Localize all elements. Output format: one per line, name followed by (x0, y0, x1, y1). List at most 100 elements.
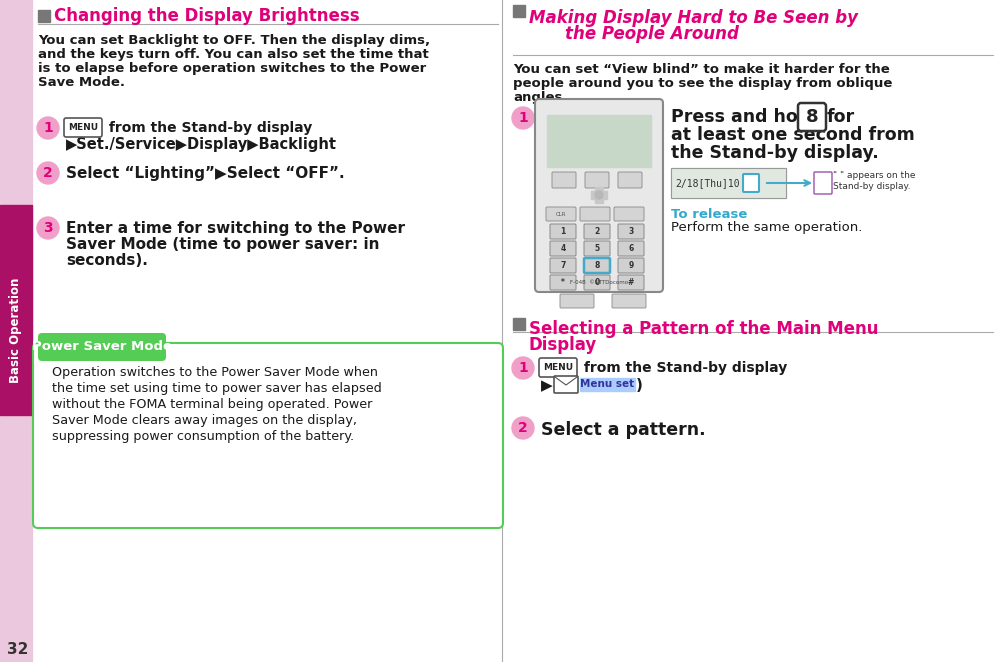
Text: " " appears on the: " " appears on the (833, 171, 916, 180)
Text: To release: To release (671, 208, 748, 221)
Text: at least one second from: at least one second from (671, 126, 915, 144)
Text: 2: 2 (594, 227, 600, 236)
FancyBboxPatch shape (580, 207, 610, 221)
FancyBboxPatch shape (618, 258, 644, 273)
FancyBboxPatch shape (550, 241, 576, 256)
Text: 3: 3 (43, 221, 53, 235)
FancyBboxPatch shape (38, 333, 166, 361)
Text: Making Display Hard to Be Seen by: Making Display Hard to Be Seen by (529, 9, 858, 27)
FancyBboxPatch shape (798, 103, 826, 131)
FancyBboxPatch shape (535, 99, 663, 292)
FancyBboxPatch shape (743, 174, 759, 192)
FancyBboxPatch shape (618, 224, 644, 239)
Text: without the FOMA terminal being operated. Power: without the FOMA terminal being operated… (52, 398, 373, 411)
Text: Press and hold: Press and hold (671, 108, 816, 126)
Text: Operation switches to the Power Saver Mode when: Operation switches to the Power Saver Mo… (52, 366, 378, 379)
Text: You can set “View blind” to make it harder for the: You can set “View blind” to make it hard… (513, 63, 889, 76)
Bar (671, 168, 786, 198)
Bar (595, 187, 603, 203)
Text: #: # (628, 278, 634, 287)
FancyBboxPatch shape (618, 172, 642, 188)
Text: suppressing power consumption of the battery.: suppressing power consumption of the bat… (52, 430, 354, 443)
Bar (513, 318, 525, 330)
FancyBboxPatch shape (552, 172, 576, 188)
Text: people around you to see the display from oblique: people around you to see the display fro… (513, 77, 892, 90)
FancyBboxPatch shape (584, 258, 610, 273)
FancyBboxPatch shape (584, 241, 610, 256)
Text: the Stand-by display.: the Stand-by display. (671, 144, 878, 162)
Text: Power Saver Mode: Power Saver Mode (32, 340, 172, 354)
FancyBboxPatch shape (550, 224, 576, 239)
FancyBboxPatch shape (554, 376, 578, 393)
FancyBboxPatch shape (814, 172, 832, 194)
Text: Saver Mode (time to power saver: in: Saver Mode (time to power saver: in (66, 237, 380, 252)
Text: 1: 1 (43, 121, 53, 135)
Text: ▶: ▶ (541, 378, 553, 393)
Text: 32: 32 (7, 643, 29, 657)
Text: 1: 1 (561, 227, 566, 236)
Text: Enter a time for switching to the Power: Enter a time for switching to the Power (66, 221, 405, 236)
FancyBboxPatch shape (585, 172, 609, 188)
Text: Save Mode.: Save Mode. (38, 76, 125, 89)
Circle shape (512, 417, 534, 439)
Text: 8: 8 (594, 261, 600, 270)
FancyBboxPatch shape (560, 294, 594, 308)
FancyBboxPatch shape (618, 241, 644, 256)
FancyBboxPatch shape (618, 275, 644, 290)
Text: Selecting a Pattern of the Main Menu: Selecting a Pattern of the Main Menu (529, 320, 878, 338)
Text: Perform the same operation.: Perform the same operation. (671, 221, 862, 234)
Text: seconds).: seconds). (66, 253, 148, 268)
Bar (513, 5, 525, 17)
Text: 1: 1 (519, 111, 528, 125)
FancyBboxPatch shape (614, 207, 644, 221)
Text: and the keys turn off. You can also set the time that: and the keys turn off. You can also set … (38, 48, 429, 61)
Text: from the Stand-by display: from the Stand-by display (104, 121, 313, 135)
FancyBboxPatch shape (33, 343, 502, 528)
Bar (547, 115, 651, 167)
Text: 4: 4 (561, 244, 566, 253)
Text: CLR: CLR (556, 211, 566, 216)
Text: MENU: MENU (543, 363, 573, 372)
Bar (0, 0, 32, 662)
FancyBboxPatch shape (550, 258, 576, 273)
FancyBboxPatch shape (550, 275, 576, 290)
Circle shape (512, 107, 534, 129)
Circle shape (595, 191, 603, 199)
Text: 1: 1 (519, 361, 528, 375)
Text: is to elapse before operation switches to the Power: is to elapse before operation switches t… (38, 62, 426, 75)
FancyBboxPatch shape (584, 275, 610, 290)
Circle shape (37, 162, 59, 184)
FancyBboxPatch shape (64, 118, 102, 137)
Text: Menu set: Menu set (580, 379, 634, 389)
Text: 0: 0 (594, 278, 600, 287)
Text: for: for (827, 108, 855, 126)
Text: angles.: angles. (513, 91, 568, 104)
Circle shape (512, 357, 534, 379)
Bar (580, 378, 635, 391)
Text: 7: 7 (561, 261, 566, 270)
Text: Stand-by display.: Stand-by display. (833, 182, 911, 191)
FancyBboxPatch shape (612, 294, 646, 308)
Text: Select “Lighting”▶Select “OFF”.: Select “Lighting”▶Select “OFF”. (66, 166, 345, 181)
Text: Basic Operation: Basic Operation (9, 277, 22, 383)
Text: from the Stand-by display: from the Stand-by display (579, 361, 787, 375)
Text: You can set Backlight to OFF. Then the display dims,: You can set Backlight to OFF. Then the d… (38, 34, 430, 47)
Text: ▶Set./Service▶Display▶Backlight: ▶Set./Service▶Display▶Backlight (66, 137, 337, 152)
Text: Select a pattern.: Select a pattern. (541, 421, 706, 439)
Text: the time set using time to power saver has elapsed: the time set using time to power saver h… (52, 382, 382, 395)
Circle shape (37, 117, 59, 139)
Text: Display: Display (529, 336, 597, 354)
Text: F-04B  ©NTTDocomo: F-04B ©NTTDocomo (570, 279, 628, 285)
Text: the People Around: the People Around (565, 25, 739, 43)
FancyBboxPatch shape (584, 224, 610, 239)
Text: 2/18[Thu]10:00: 2/18[Thu]10:00 (675, 178, 757, 188)
Text: ): ) (636, 378, 643, 393)
Text: *: * (561, 278, 565, 287)
Text: 3: 3 (628, 227, 633, 236)
Text: 5: 5 (594, 244, 600, 253)
Text: 8: 8 (806, 108, 818, 126)
Text: 6: 6 (628, 244, 633, 253)
Text: 9: 9 (628, 261, 633, 270)
Text: Saver Mode clears away images on the display,: Saver Mode clears away images on the dis… (52, 414, 357, 427)
Bar (38, 10, 50, 22)
